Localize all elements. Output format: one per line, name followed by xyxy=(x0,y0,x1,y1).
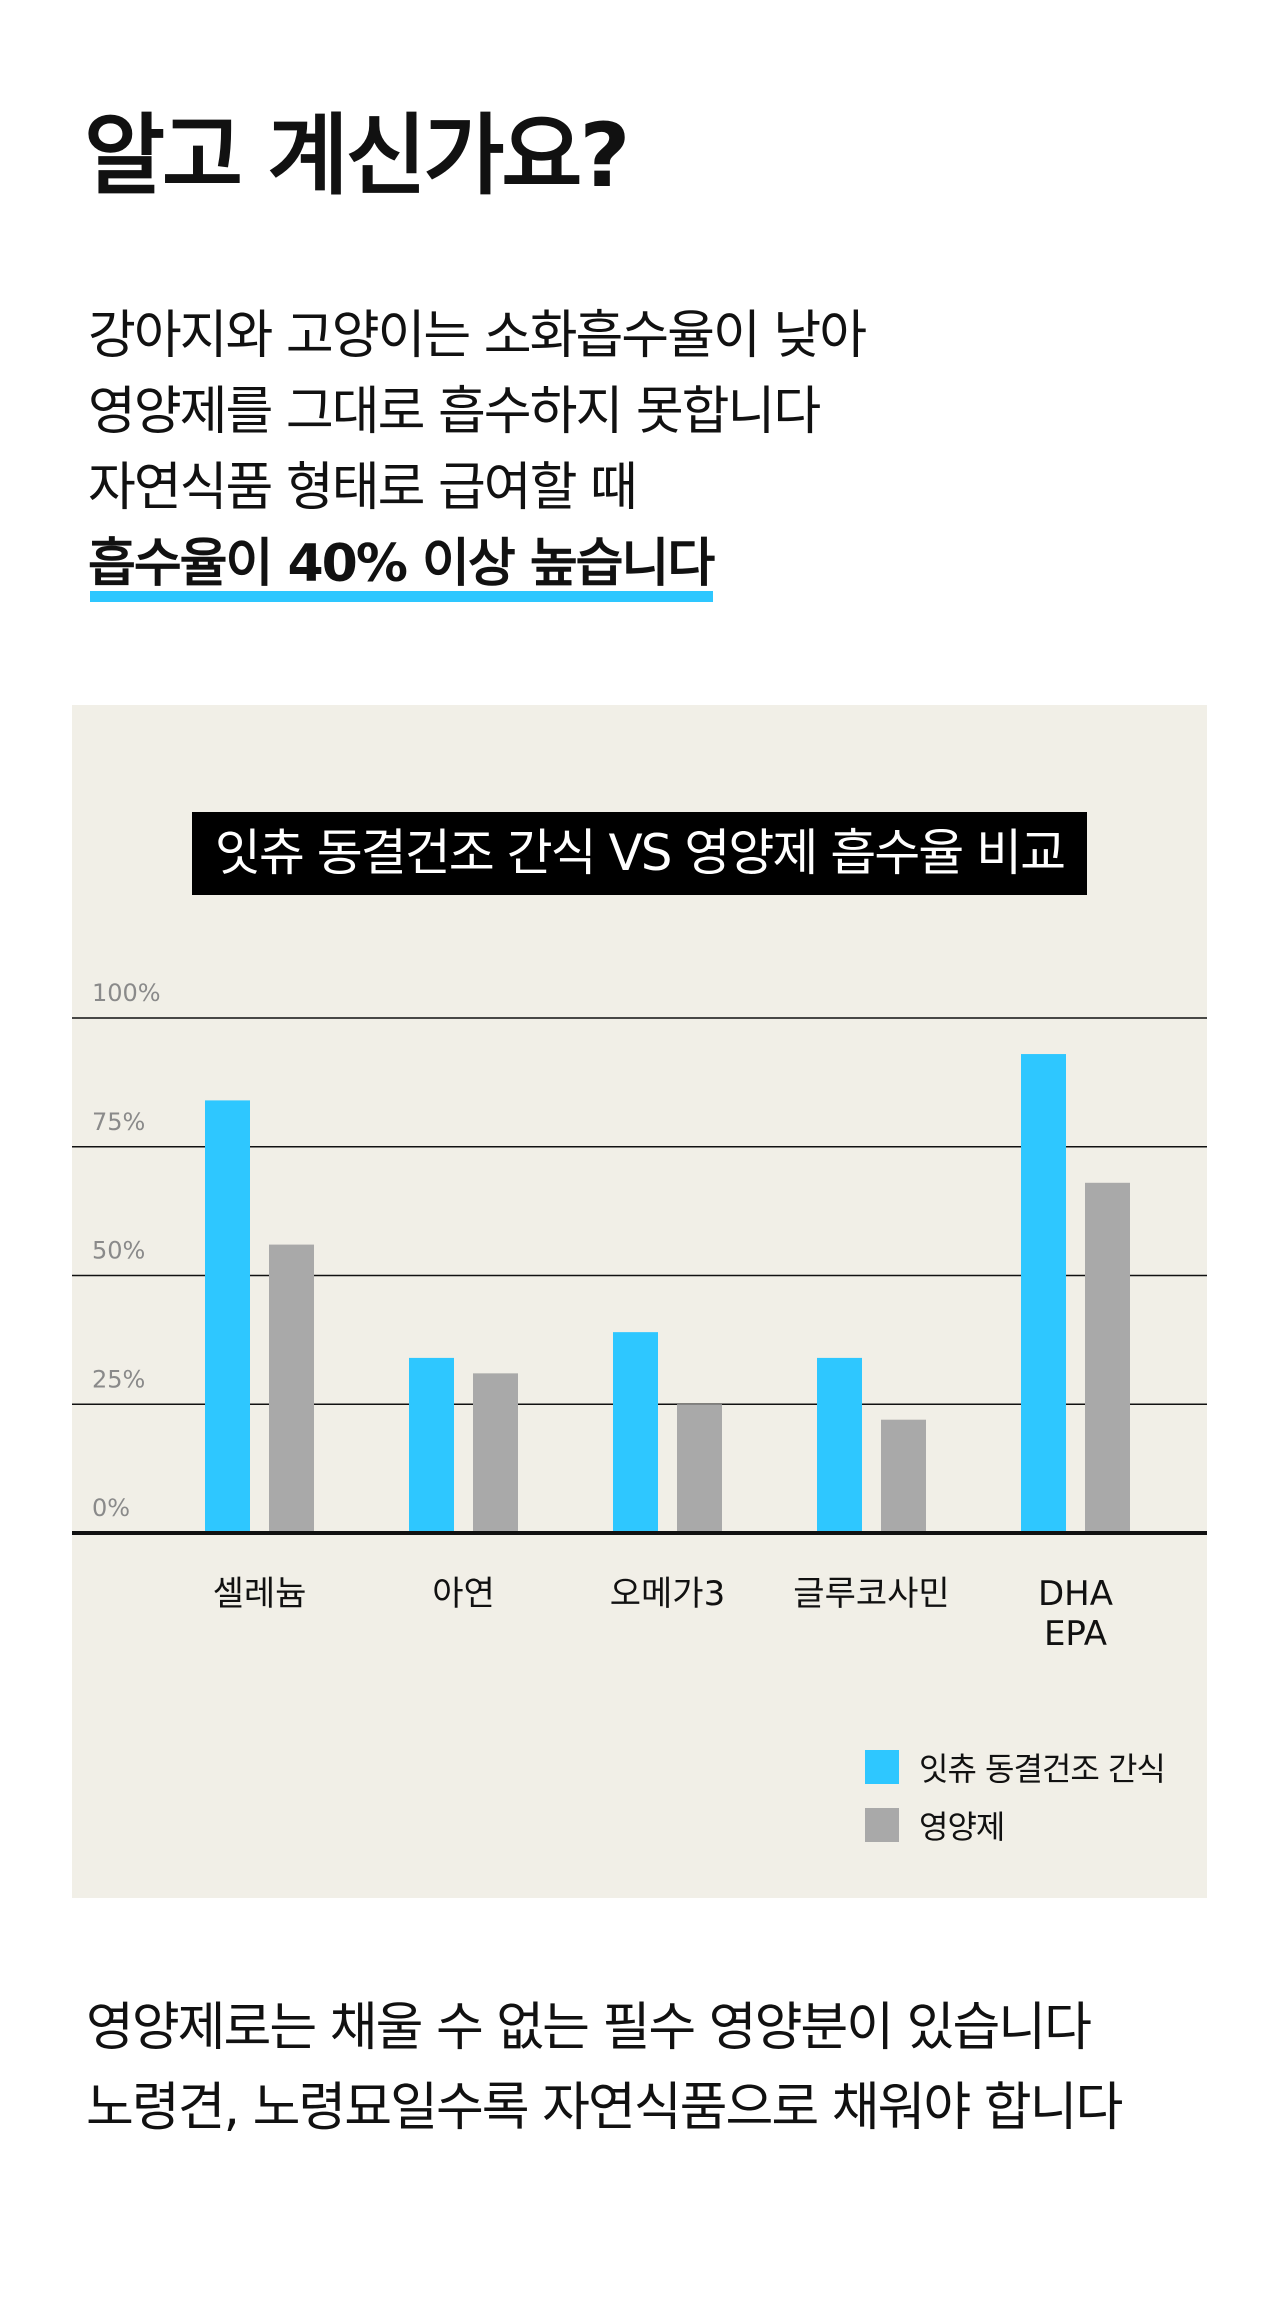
x-category-label: 글루코사민 xyxy=(793,1574,949,1614)
intro-line: 영양제를 그대로 흡수하지 못합니다 xyxy=(88,382,821,442)
bar-snack xyxy=(613,1332,658,1533)
bar-supplement xyxy=(881,1419,926,1533)
intro-line: 자연식품 형태로 급여할 때 xyxy=(88,458,638,518)
bar-snack xyxy=(1021,1054,1066,1533)
bar-snack xyxy=(205,1100,250,1533)
legend-label-snack: 잇츄 동결건조 간식 xyxy=(919,1750,1166,1788)
chart-title: 잇츄 동결건조 간식 VS 영양제 흡수율 비교 xyxy=(192,812,1087,895)
bar-snack xyxy=(409,1357,454,1533)
intro-text: 강아지와 고양이는 소화흡수율이 낮아 영양제를 그대로 흡수하지 못합니다 자… xyxy=(88,298,867,602)
legend-swatch-snack xyxy=(865,1750,899,1784)
emphasis-underline xyxy=(90,591,714,602)
y-tick-label: 50% xyxy=(92,1237,145,1265)
y-tick-label: 25% xyxy=(92,1365,145,1393)
bar-supplement xyxy=(269,1244,314,1533)
x-category-label: 셀레늄 xyxy=(213,1574,307,1614)
bar-supplement xyxy=(1085,1182,1130,1533)
legend-label-supplement: 영양제 xyxy=(919,1808,1005,1846)
closing-line: 노령견, 노령묘일수록 자연식품으로 채워야 합니다 xyxy=(86,2078,1123,2138)
chart-panel: 잇츄 동결건조 간식 VS 영양제 흡수율 비교 0% 25% 50% 75% 100%… xyxy=(72,705,1207,1898)
bar-chart: 0% 25% 50% 75% 100% 셀레늄 아연 오메가3 글루코사민 DHA EPA xyxy=(72,979,1207,1654)
x-category-label: DHA EPA xyxy=(1038,1574,1113,1654)
legend-item-snack: 잇츄 동결건조 간식 xyxy=(865,1738,1166,1796)
chart-legend: 잇츄 동결건조 간식 영양제 xyxy=(865,1738,1166,1854)
y-tick-label: 75% xyxy=(92,1108,145,1136)
headline: 알고 계신가요? xyxy=(84,104,630,207)
x-category-label: 오메가3 xyxy=(610,1574,725,1614)
legend-item-supplement: 영양제 xyxy=(865,1796,1165,1854)
intro-line: 강아지와 고양이는 소화흡수율이 낮아 xyxy=(88,306,867,366)
y-tick-label: 100% xyxy=(92,979,161,1007)
bar-snack xyxy=(817,1357,862,1533)
y-tick-label: 0% xyxy=(92,1494,130,1522)
bar-supplement xyxy=(473,1373,518,1533)
x-category-label: 아연 xyxy=(432,1574,495,1614)
bar-supplement xyxy=(677,1404,722,1533)
closing-line: 영양제로는 채울 수 없는 필수 영양분이 있습니다 xyxy=(86,1998,1092,2058)
intro-emphasis: 흡수율이 40% 이상 높습니다 xyxy=(88,526,715,602)
closing-text: 영양제로는 채울 수 없는 필수 영양분이 있습니다 노령견, 노령묘일수록 자… xyxy=(86,1988,1123,2148)
legend-swatch-supplement xyxy=(865,1808,899,1842)
